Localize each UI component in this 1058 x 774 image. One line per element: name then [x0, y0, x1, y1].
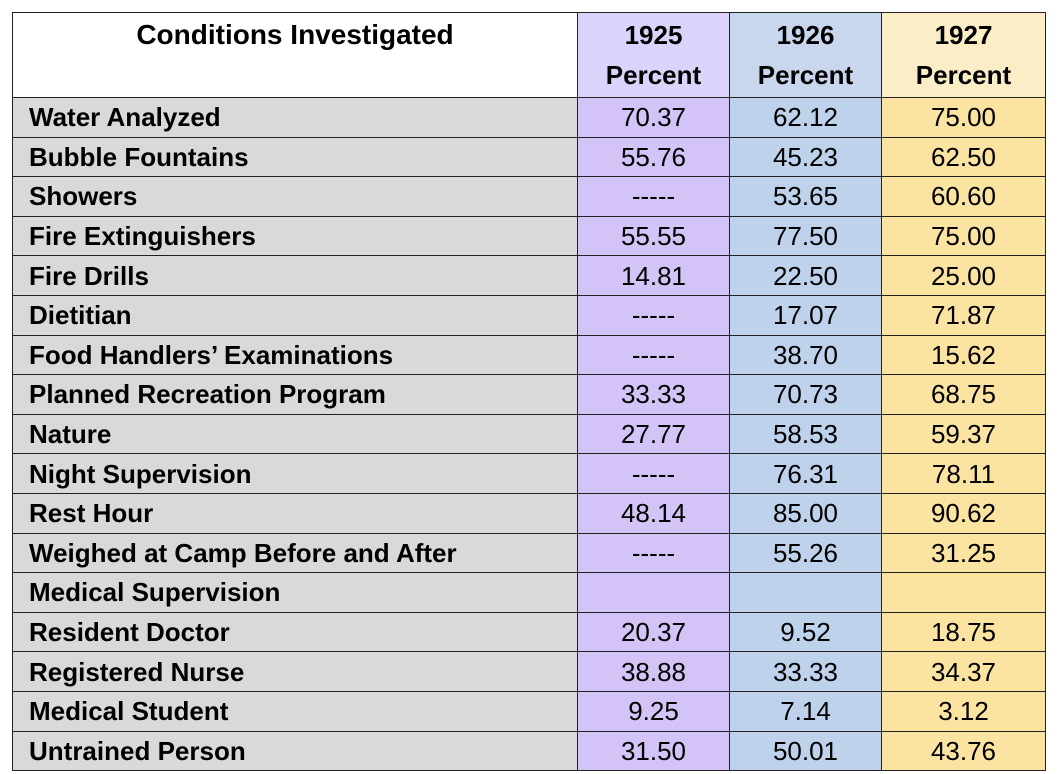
cell-1927: 60.60 — [881, 176, 1046, 217]
row-label: Resident Doctor — [12, 611, 578, 653]
cell-1926: 50.01 — [729, 730, 882, 772]
cell-1927: 75.00 — [881, 97, 1046, 138]
cell-1927: 78.11 — [881, 453, 1046, 494]
row-label: Night Supervision — [12, 453, 578, 494]
cell-1926: 22.50 — [729, 255, 882, 296]
cell-1927 — [881, 572, 1046, 613]
row-label: Nature — [12, 413, 578, 455]
cell-1925: ----- — [577, 532, 730, 574]
row-label: Fire Extinguishers — [12, 215, 578, 257]
cell-1927: 68.75 — [881, 374, 1046, 415]
table-row: Fire Extinguishers 55.55 77.50 75.00 — [12, 215, 1046, 257]
cell-1926: 70.73 — [729, 374, 882, 415]
cell-1927: 3.12 — [881, 690, 1046, 732]
cell-1927: 25.00 — [881, 255, 1046, 296]
table-row: Bubble Fountains 55.76 45.23 62.50 — [12, 136, 1046, 178]
table-row: Registered Nurse 38.88 33.33 34.37 — [12, 651, 1046, 692]
cell-1926: 53.65 — [729, 176, 882, 217]
table-row: Nature 27.77 58.53 59.37 — [12, 413, 1046, 455]
row-label: Weighed at Camp Before and After — [12, 532, 578, 574]
header-1925: 1925 Percent — [577, 12, 730, 98]
table-row: Planned Recreation Program 33.33 70.73 68.7… — [12, 374, 1046, 415]
row-label: Fire Drills — [12, 255, 578, 296]
cell-1925: 14.81 — [577, 255, 730, 296]
cell-1926: 45.23 — [729, 136, 882, 178]
cell-1925: 31.50 — [577, 730, 730, 772]
cell-1926: 9.52 — [729, 611, 882, 653]
row-label: Water Analyzed — [12, 97, 578, 138]
cell-1927: 31.25 — [881, 532, 1046, 574]
cell-1925: 48.14 — [577, 492, 730, 534]
cell-1927: 59.37 — [881, 413, 1046, 455]
table-row: Fire Drills 14.81 22.50 25.00 — [12, 255, 1046, 296]
table-row: Weighed at Camp Before and After ----- 55.… — [12, 532, 1046, 574]
row-label: Bubble Fountains — [12, 136, 578, 178]
header-year: 1925 — [624, 20, 683, 50]
row-label: Registered Nurse — [12, 651, 578, 692]
cell-1925: 9.25 — [577, 690, 730, 732]
table-row: Rest Hour 48.14 85.00 90.62 — [12, 492, 1046, 534]
cell-1926: 77.50 — [729, 215, 882, 257]
cell-1925: 55.76 — [577, 136, 730, 178]
table-row: Water Analyzed 70.37 62.12 75.00 — [12, 97, 1046, 138]
row-label: Untrained Person — [12, 730, 578, 772]
cell-1925: 27.77 — [577, 413, 730, 455]
cell-1925: 55.55 — [577, 215, 730, 257]
table-row: Showers ----- 53.65 60.60 — [12, 176, 1046, 217]
cell-1926: 17.07 — [729, 294, 882, 336]
cell-1927: 71.87 — [881, 294, 1046, 336]
cell-1926: 58.53 — [729, 413, 882, 455]
row-label: Planned Recreation Program — [12, 374, 578, 415]
cell-1927: 43.76 — [881, 730, 1046, 772]
cell-1926: 62.12 — [729, 97, 882, 138]
row-label: Food Handlers’ Examinations — [12, 334, 578, 376]
table-row: Medical Supervision — [12, 572, 1046, 613]
table-row: Untrained Person 31.50 50.01 43.76 — [12, 730, 1046, 772]
table-row: Dietitian ----- 17.07 71.87 — [12, 294, 1046, 336]
cell-1925: 70.37 — [577, 97, 730, 138]
row-label: Rest Hour — [12, 492, 578, 534]
table-body: Water Analyzed 70.37 62.12 75.00 Bubble Foun… — [12, 97, 1046, 772]
cell-1925: ----- — [577, 176, 730, 217]
cell-1927: 15.62 — [881, 334, 1046, 376]
cell-1926 — [729, 572, 882, 613]
cell-1925: ----- — [577, 294, 730, 336]
header-row: Conditions Investigated 1925 Percent 192… — [12, 12, 1046, 98]
cell-1925: ----- — [577, 453, 730, 494]
cell-1925: 38.88 — [577, 651, 730, 692]
conditions-table: Conditions Investigated 1925 Percent 192… — [12, 12, 1046, 772]
cell-1926: 38.70 — [729, 334, 882, 376]
header-year: 1926 — [776, 20, 835, 50]
cell-1926: 76.31 — [729, 453, 882, 494]
cell-1927: 18.75 — [881, 611, 1046, 653]
cell-1925: ----- — [577, 334, 730, 376]
header-1926: 1926 Percent — [729, 12, 882, 98]
header-unit: Percent — [605, 60, 702, 90]
row-label: Dietitian — [12, 294, 578, 336]
table-row: Medical Student 9.25 7.14 3.12 — [12, 690, 1046, 732]
table-row: Resident Doctor 20.37 9.52 18.75 — [12, 611, 1046, 653]
header-1927: 1927 Percent — [881, 12, 1046, 98]
table-row: Night Supervision ----- 76.31 78.11 — [12, 453, 1046, 494]
cell-1927: 90.62 — [881, 492, 1046, 534]
table-row: Food Handlers’ Examinations ----- 38.70 15.… — [12, 334, 1046, 376]
cell-1925: 20.37 — [577, 611, 730, 653]
cell-1927: 34.37 — [881, 651, 1046, 692]
cell-1926: 85.00 — [729, 492, 882, 534]
header-year: 1927 — [934, 20, 993, 50]
cell-1926: 7.14 — [729, 690, 882, 732]
header-unit: Percent — [915, 60, 1012, 90]
cell-1927: 75.00 — [881, 215, 1046, 257]
cell-1927: 62.50 — [881, 136, 1046, 178]
cell-1925 — [577, 572, 730, 613]
row-label: Showers — [12, 176, 578, 217]
cell-1926: 33.33 — [729, 651, 882, 692]
cell-1926: 55.26 — [729, 532, 882, 574]
row-label: Medical Supervision — [12, 572, 578, 613]
cell-1925: 33.33 — [577, 374, 730, 415]
header-unit: Percent — [757, 60, 854, 90]
row-label: Medical Student — [12, 690, 578, 732]
header-conditions: Conditions Investigated — [12, 12, 578, 98]
